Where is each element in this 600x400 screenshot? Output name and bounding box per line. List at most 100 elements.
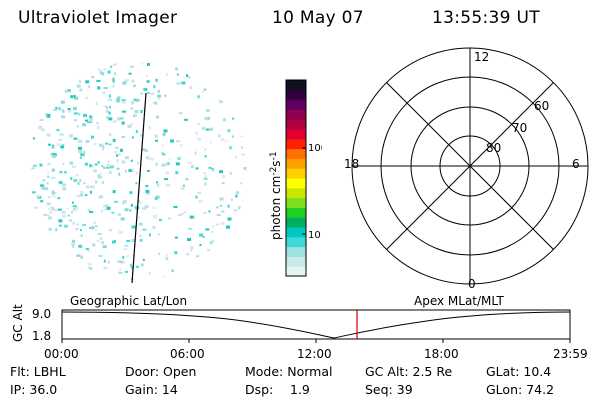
emission-speckle [103, 68, 106, 71]
emission-speckle [130, 159, 133, 162]
emission-speckle [121, 99, 126, 103]
emission-speckle [191, 165, 194, 168]
emission-speckle [241, 146, 244, 149]
emission-speckle [158, 97, 161, 101]
emission-speckle [63, 171, 67, 174]
emission-speckle [80, 229, 82, 232]
emission-speckle [124, 169, 127, 173]
emission-speckle [121, 100, 126, 104]
emission-speckle [195, 167, 199, 170]
emission-speckle [135, 171, 138, 175]
emission-speckle [202, 90, 204, 93]
dsp-label: Dsp: [245, 382, 274, 397]
emission-speckle [92, 243, 96, 247]
emission-speckle [73, 94, 76, 98]
emission-speckle [128, 72, 132, 75]
emission-speckle [102, 91, 106, 94]
emission-speckle [229, 146, 233, 150]
emission-speckle [103, 87, 108, 89]
emission-speckle [146, 169, 150, 172]
apex-label: Apex MLat/MLT [414, 294, 504, 308]
emission-speckle [117, 259, 119, 263]
emission-speckle [40, 128, 45, 131]
emission-speckle [205, 109, 210, 112]
emission-speckle [48, 227, 52, 231]
emission-speckle [135, 265, 139, 268]
emission-speckle [176, 140, 180, 143]
colorbar-band [286, 217, 306, 228]
emission-speckle [88, 119, 93, 123]
emission-speckle [236, 191, 240, 195]
emission-speckle [95, 180, 98, 184]
emission-speckle [91, 164, 94, 168]
emission-speckle [204, 117, 209, 121]
emission-speckle [96, 79, 101, 82]
emission-speckle [187, 238, 191, 241]
emission-speckle [156, 115, 159, 119]
emission-speckle [56, 143, 61, 147]
emission-speckle [168, 157, 171, 160]
timeline-ytick-bottom: 1.8 [32, 329, 51, 343]
emission-speckle [96, 122, 99, 125]
emission-speckle [145, 189, 150, 193]
emission-speckle [50, 152, 55, 156]
timeline-xtick-0000: 00:00 [44, 347, 79, 361]
emission-speckle [215, 223, 219, 226]
emission-speckle [130, 103, 133, 106]
emission-speckle [181, 81, 186, 85]
emission-speckle [91, 116, 93, 120]
emission-speckle [99, 143, 102, 147]
emission-speckle [128, 168, 133, 172]
emission-speckle [58, 138, 62, 141]
emission-speckle [157, 89, 160, 93]
emission-speckle [97, 161, 100, 164]
emission-speckle [189, 246, 194, 250]
emission-speckle [232, 117, 235, 120]
emission-speckle [195, 131, 198, 135]
emission-speckle [139, 134, 144, 137]
emission-speckle [216, 214, 221, 217]
emission-speckle [101, 181, 104, 184]
emission-speckle [38, 125, 43, 129]
emission-speckle [89, 190, 92, 194]
emission-speckle [85, 96, 88, 99]
emission-speckle [157, 183, 160, 187]
emission-speckle [57, 208, 62, 211]
timeline-ytick-top: 9.0 [32, 307, 51, 321]
emission-speckle [153, 101, 158, 105]
emission-speckle [94, 163, 98, 166]
emission-speckle [61, 115, 66, 119]
colorbar-band [286, 158, 306, 169]
emission-speckle [242, 199, 247, 203]
emission-speckle [52, 153, 57, 157]
filter-info: Flt: LBHL [10, 364, 66, 379]
emission-speckle [165, 72, 168, 76]
emission-speckle [40, 184, 44, 187]
emission-speckle [129, 191, 133, 195]
colorbar-band [286, 266, 306, 277]
emission-speckle [194, 151, 197, 155]
colorbar-band [286, 80, 306, 91]
emission-speckle [80, 153, 85, 157]
emission-speckle [73, 107, 77, 111]
emission-speckle [102, 245, 107, 249]
emission-speckle [129, 208, 132, 212]
emission-speckle [67, 108, 71, 110]
emission-speckle [241, 135, 244, 138]
emission-speckle [88, 85, 91, 89]
emission-speckle [62, 109, 65, 113]
emission-speckle [221, 182, 225, 185]
emission-speckle [89, 115, 93, 119]
emission-speckle [122, 202, 125, 205]
emission-speckle [121, 121, 125, 125]
emission-speckle [105, 142, 109, 145]
emission-speckle [85, 248, 89, 250]
emission-speckle [180, 187, 185, 190]
emission-speckle [84, 194, 88, 197]
emission-speckle [146, 192, 151, 195]
emission-speckle [109, 106, 112, 109]
emission-speckle [163, 129, 168, 133]
emission-speckle [176, 73, 179, 76]
emission-speckle [73, 137, 78, 140]
emission-speckle [32, 137, 35, 140]
